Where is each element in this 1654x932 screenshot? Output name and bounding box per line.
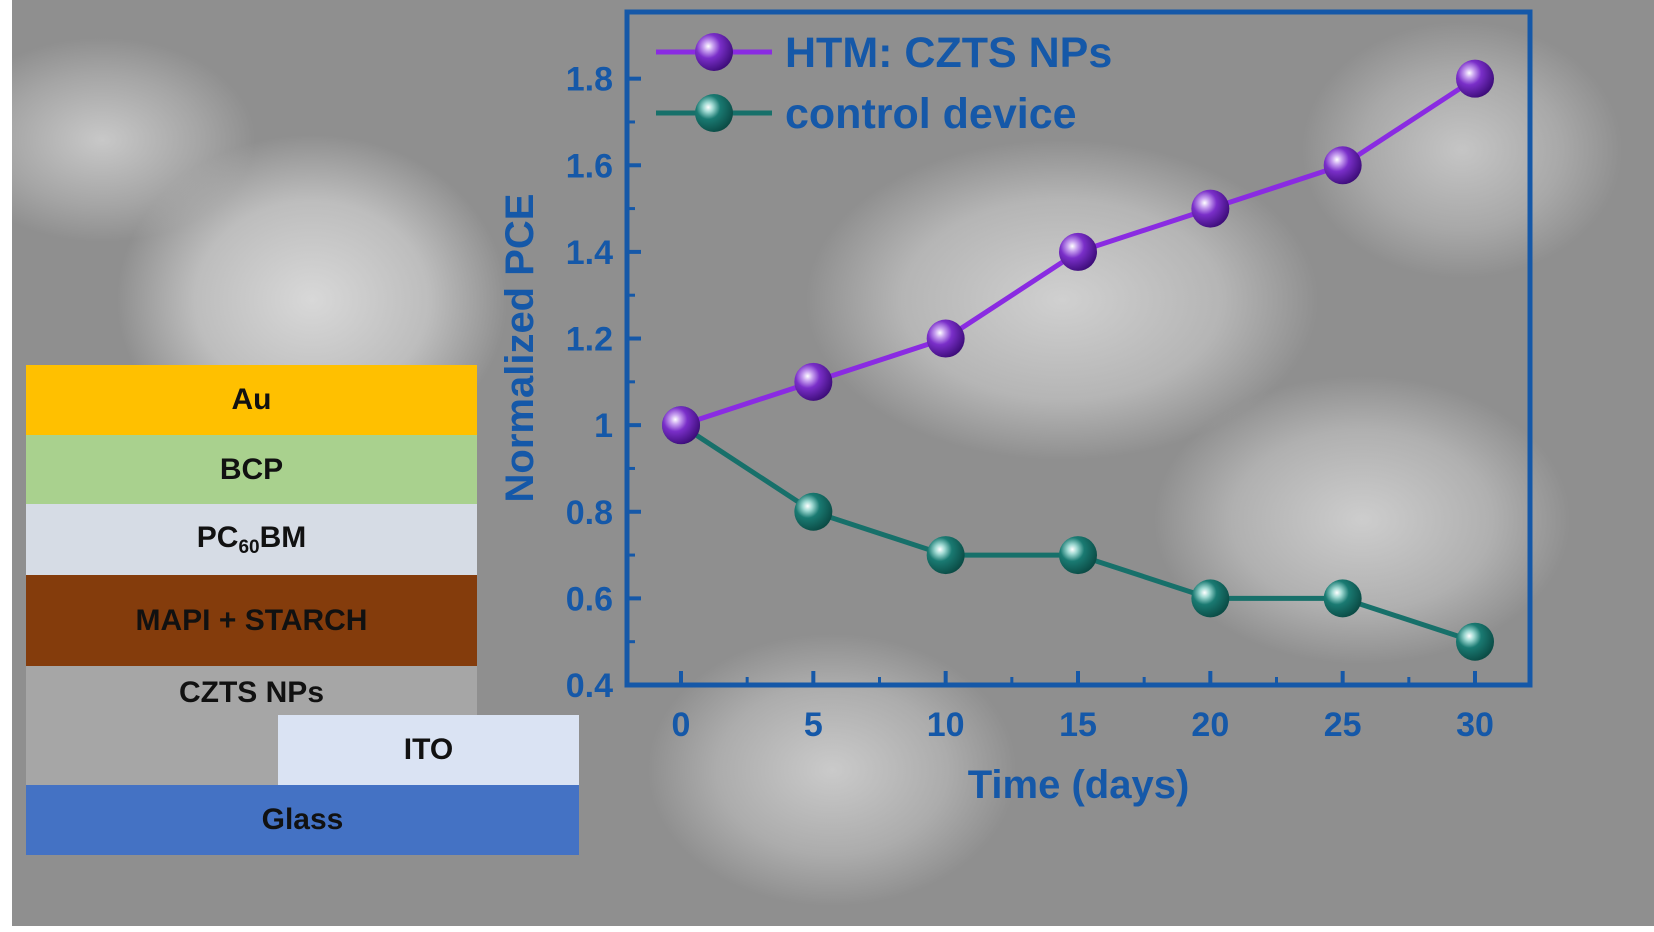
- series-htm-czts-point: [1456, 59, 1494, 98]
- legend-label: HTM: CZTS NPs: [785, 29, 1112, 77]
- layer-mapi-starch: MAPI + STARCH: [26, 575, 477, 666]
- series-control-point: [1191, 579, 1230, 618]
- legend-marker: [695, 94, 733, 132]
- series-layer: [662, 59, 1494, 661]
- layer-glass: Glass: [26, 785, 579, 855]
- layer-glass-label: Glass: [261, 803, 344, 836]
- x-tick-label: 15: [1059, 706, 1097, 744]
- series-control-point: [926, 536, 965, 575]
- legend-label: control device: [785, 90, 1077, 138]
- series-control-point: [1323, 579, 1362, 618]
- series-control: [662, 406, 1494, 661]
- series-htm-czts-point: [1059, 232, 1097, 271]
- y-tick-label: 0.6: [566, 580, 613, 618]
- y-tick-label: 1.4: [566, 234, 613, 272]
- series-control-point: [794, 492, 833, 531]
- bottom-margin: [0, 926, 1654, 932]
- series-htm-czts-point: [1323, 146, 1362, 185]
- x-tick-label: 5: [804, 706, 823, 744]
- layer-pc60bm: PC60BM: [26, 504, 477, 575]
- layer-au: Au: [26, 365, 477, 435]
- y-tick-label: 1: [594, 407, 613, 445]
- y-tick-label: 0.4: [566, 667, 613, 705]
- y-tick-label: 0.8: [566, 494, 613, 532]
- layer-ito-label: ITO: [403, 733, 454, 766]
- series-control-point: [1456, 622, 1494, 661]
- layer-au-label: Au: [231, 383, 272, 416]
- y-tick-label: 1.8: [566, 61, 613, 99]
- series-htm-czts-point: [794, 362, 833, 401]
- series-control-point: [1059, 536, 1097, 575]
- x-tick-label: 0: [672, 706, 691, 744]
- layer-pc60bm-label: PC60BM: [196, 520, 307, 558]
- series-htm-czts-point: [926, 319, 965, 358]
- x-tick-label: 30: [1456, 706, 1494, 744]
- device-layer-stack: Au BCP PC60BM MAPI + STARCH CZTS NPs ITO…: [26, 365, 579, 855]
- legend: HTM: CZTS NPs control device: [656, 29, 1112, 138]
- layer-bcp-label: BCP: [219, 452, 284, 486]
- x-tick-label: 10: [927, 706, 965, 744]
- legend-entry: HTM: CZTS NPs: [656, 29, 1112, 77]
- y-tick-label: 1.6: [566, 147, 613, 185]
- layer-czts-nps-label: CZTS NPs: [178, 676, 325, 709]
- x-axis-label: Time (days): [968, 763, 1190, 807]
- x-tick-label: 25: [1324, 706, 1362, 744]
- layer-mapi-starch-label: MAPI + STARCH: [135, 603, 368, 637]
- layer-ito: ITO: [278, 715, 579, 785]
- y-axis-ticks: 0.4 0.6 0.8 1 1.2 1.4 1.6 1.8: [566, 61, 641, 705]
- legend-entry: control device: [656, 90, 1077, 138]
- x-tick-label: 20: [1191, 706, 1229, 744]
- x-axis-ticks: 0 5 10 15 20 25 30: [672, 671, 1494, 744]
- legend-marker: [695, 33, 733, 71]
- series-htm-czts-point: [662, 406, 700, 445]
- series-htm-czts-point: [1191, 189, 1230, 228]
- series-htm-czts: [662, 59, 1494, 445]
- y-tick-label: 1.2: [566, 321, 613, 359]
- layer-bcp: BCP: [26, 435, 477, 504]
- y-axis-label: Normalized PCE: [498, 194, 542, 503]
